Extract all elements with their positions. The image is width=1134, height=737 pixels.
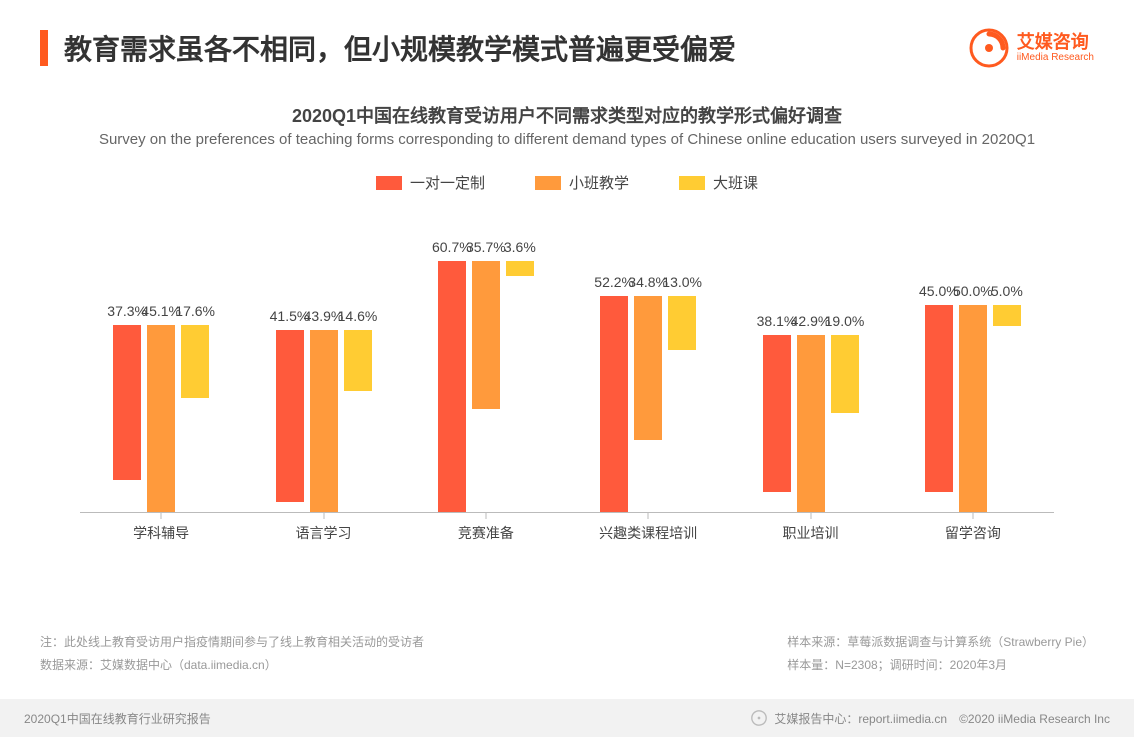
x-axis-label: 语言学习 <box>296 523 352 543</box>
bar-value-label: 3.6% <box>504 239 536 255</box>
bar-value-label: 5.0% <box>991 283 1023 299</box>
bar-value-label: 35.7% <box>466 239 506 255</box>
footnotes-left: 注：此处线上教育受访用户指疫情期间参与了线上教育相关活动的受访者 数据来源：艾媒… <box>40 631 424 677</box>
bar: 13.0% <box>668 296 696 350</box>
bar-group: 45.0%50.0% 5.0% <box>913 305 1033 512</box>
page-title: 教育需求虽各不相同，但小规模教学模式普遍更受偏爱 <box>64 28 969 68</box>
bar: 43.9% <box>310 330 338 512</box>
bar: 34.8% <box>634 296 662 440</box>
x-axis-tick <box>972 513 973 519</box>
bar: 14.6% <box>344 330 372 390</box>
legend-item: 小班教学 <box>535 172 629 193</box>
legend-item: 一对一定制 <box>376 172 485 193</box>
footer-copyright: 艾媒报告中心：report.iimedia.cn ©2020 iiMedia R… <box>774 710 1110 727</box>
bar-group: 52.2%34.8%13.0% <box>588 296 708 512</box>
x-axis-tick <box>810 513 811 519</box>
legend-swatch <box>535 176 561 190</box>
footer-logo-icon <box>750 709 768 727</box>
brand-name-cn: 艾媒咨询 <box>1017 33 1094 53</box>
x-axis-label: 职业培训 <box>783 523 839 543</box>
x-axis-tick <box>648 513 649 519</box>
brand-logo: 艾媒咨询 iiMedia Research <box>969 28 1094 68</box>
x-axis-tick <box>323 513 324 519</box>
bar: 45.1% <box>147 325 175 512</box>
footnote-definition: 注：此处线上教育受访用户指疫情期间参与了线上教育相关活动的受访者 <box>40 631 424 654</box>
bar: 35.7% <box>472 261 500 409</box>
bar-chart: 37.3%45.1%17.6% 41.5%43.9%14.6% 60.7%35.7%… <box>80 223 1054 553</box>
x-axis-label: 竞赛准备 <box>458 523 514 543</box>
bar-value-label: 17.6% <box>175 303 215 319</box>
legend-swatch <box>679 176 705 190</box>
bar: 3.6% <box>506 261 534 276</box>
legend-item: 大班课 <box>679 172 758 193</box>
bar: 52.2% <box>600 296 628 512</box>
bar-value-label: 19.0% <box>825 313 865 329</box>
footer-report-title: 2020Q1中国在线教育行业研究报告 <box>24 710 211 727</box>
bar: 60.7% <box>438 261 466 512</box>
bar-group: 41.5%43.9%14.6% <box>264 330 384 512</box>
bar-value-label: 50.0% <box>953 283 993 299</box>
bar: 45.0% <box>925 305 953 491</box>
title-accent-bar <box>40 30 48 66</box>
chart-title-en: Survey on the preferences of teaching fo… <box>0 130 1134 150</box>
x-axis-tick <box>161 513 162 519</box>
x-axis-tick <box>485 513 486 519</box>
header: 教育需求虽各不相同，但小规模教学模式普遍更受偏爱 艾媒咨询 iiMedia Re… <box>0 0 1134 68</box>
bar-value-label: 14.6% <box>338 308 378 324</box>
brand-name-en: iiMedia Research <box>1017 52 1094 63</box>
bar-group: 37.3%45.1%17.6% <box>101 325 221 512</box>
bar: 50.0% <box>959 305 987 512</box>
chart-legend: 一对一定制 小班教学 大班课 <box>0 172 1134 193</box>
legend-swatch <box>376 176 402 190</box>
bar-group: 38.1%42.9%19.0% <box>751 335 871 513</box>
bar: 41.5% <box>276 330 304 502</box>
footnote-sample-source: 样本来源：草莓派数据调查与计算系统（Strawberry Pie） <box>787 631 1094 654</box>
legend-label: 一对一定制 <box>410 172 485 193</box>
bar: 37.3% <box>113 325 141 480</box>
bar: 5.0% <box>993 305 1021 326</box>
bar: 17.6% <box>181 325 209 398</box>
footnote-data-source: 数据来源：艾媒数据中心（data.iimedia.cn） <box>40 654 424 677</box>
brand-logo-icon <box>969 28 1009 68</box>
x-axis-label: 兴趣类课程培训 <box>599 523 697 543</box>
bar: 19.0% <box>831 335 859 414</box>
bar: 42.9% <box>797 335 825 513</box>
x-axis-label: 学科辅导 <box>133 523 189 543</box>
legend-label: 大班课 <box>713 172 758 193</box>
legend-label: 小班教学 <box>569 172 629 193</box>
bar-value-label: 13.0% <box>662 274 702 290</box>
chart-plot-area: 37.3%45.1%17.6% 41.5%43.9%14.6% 60.7%35.7%… <box>80 223 1054 513</box>
chart-title-cn: 2020Q1中国在线教育受访用户不同需求类型对应的教学形式偏好调查 <box>0 102 1134 128</box>
footnote-sample-size: 样本量：N=2308；调研时间：2020年3月 <box>787 654 1094 677</box>
x-axis-label: 留学咨询 <box>945 523 1001 543</box>
footnotes-right: 样本来源：草莓派数据调查与计算系统（Strawberry Pie） 样本量：N=… <box>787 631 1094 677</box>
chart-title-block: 2020Q1中国在线教育受访用户不同需求类型对应的教学形式偏好调查 Survey… <box>0 102 1134 150</box>
bar-group: 60.7%35.7% 3.6% <box>426 261 546 512</box>
bar: 38.1% <box>763 335 791 493</box>
page-footer: 2020Q1中国在线教育行业研究报告 艾媒报告中心：report.iimedia… <box>0 699 1134 737</box>
chart-x-axis: 学科辅导 语言学习 竞赛准备 兴趣类课程培训 职业培训 留学咨询 <box>80 513 1054 553</box>
